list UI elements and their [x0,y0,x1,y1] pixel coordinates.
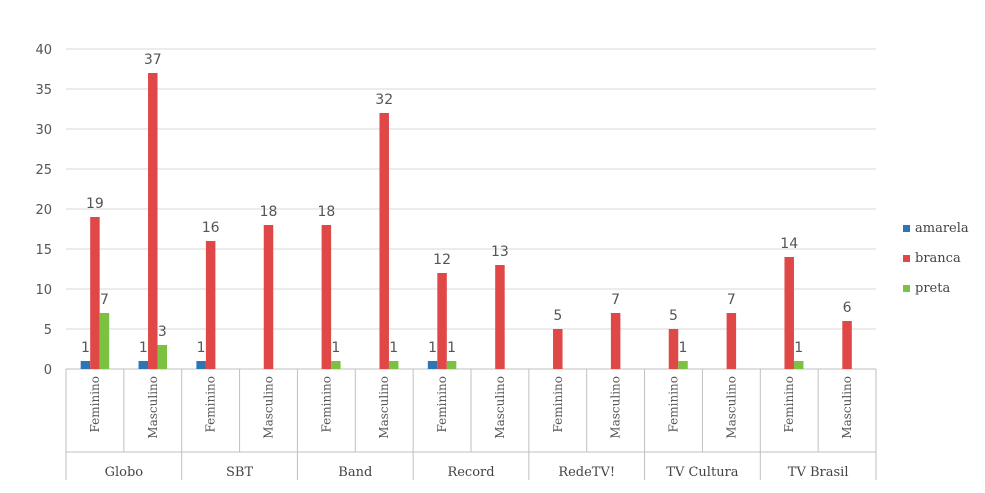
x-subcategory-label: Masculino [609,376,623,439]
data-label: 19 [86,196,104,212]
y-tick-label: 35 [35,83,52,98]
bar [138,361,149,369]
data-label: 37 [144,52,162,68]
data-label: 7 [611,292,620,308]
x-subcategory-label: Masculino [262,376,276,439]
x-subcategory-label: Feminino [88,376,102,433]
bar [610,313,621,369]
bar [90,217,100,369]
legend-swatch [903,225,910,232]
x-group-label: Record [447,465,494,480]
bar [427,361,438,369]
y-tick-label: 30 [35,123,52,138]
bar [331,361,341,369]
bar [842,321,852,369]
legend-label: amarela [915,221,969,236]
x-group-label: SBT [226,465,253,480]
x-subcategory-label: Masculino [377,376,391,439]
bar [446,361,457,369]
bar [678,361,688,369]
data-label: 1 [81,340,90,356]
y-tick-label: 5 [44,323,52,338]
data-label: 32 [375,92,393,108]
data-label: 7 [727,292,736,308]
gridlines [66,48,876,370]
y-tick-label: 0 [44,363,52,378]
legend-swatch [903,255,910,262]
x-group-label: RedeTV! [558,465,615,480]
bar [388,361,399,369]
data-label: 18 [317,204,335,220]
y-tick-label: 15 [35,243,52,258]
x-subcategory-label: Feminino [435,376,449,433]
y-tick-label: 25 [35,163,52,178]
data-label: 1 [679,340,688,356]
bars [80,73,852,369]
x-subcategory-label: Masculino [146,376,160,439]
bar [196,361,206,369]
x-group-label: TV Brasil [788,465,849,480]
data-label: 6 [843,300,852,316]
y-tick-label: 20 [35,203,52,218]
data-label: 3 [158,324,167,340]
x-subcategory-label: Feminino [319,376,333,433]
legend-label: preta [915,281,950,296]
x-group-label: Globo [105,465,144,480]
data-label: 1 [389,340,398,356]
bar [784,257,794,369]
data-label: 1 [331,340,340,356]
x-axis: Feminino Masculino Globo Feminino Masculino S… [65,369,877,480]
legend-label: branca [915,251,961,266]
x-subcategory-label: Masculino [724,376,738,439]
data-label: 1 [197,340,206,356]
data-label: 13 [491,244,509,260]
x-subcategory-label: Feminino [551,376,565,433]
legend: amarela branca preta [903,221,969,296]
bar [263,225,274,369]
bar [668,329,679,369]
data-label: 7 [100,292,109,308]
legend-swatch [903,285,910,292]
x-subcategory-label: Masculino [840,376,854,439]
bar [148,73,158,369]
y-tick-label: 10 [35,283,52,298]
x-subcategory-label: Feminino [667,376,681,433]
x-subcategory-label: Masculino [493,376,507,439]
bar [99,313,110,369]
bar [495,265,505,369]
bar [553,329,563,369]
bar [793,361,804,369]
data-label: 1 [428,340,437,356]
bar [379,113,389,369]
data-label: 14 [780,236,798,252]
data-label: 12 [433,252,451,268]
bar [726,313,737,369]
x-group-label: Band [338,465,372,480]
bar [321,225,332,369]
bar [80,361,91,369]
bar [205,241,216,369]
data-label: 1 [139,340,148,356]
data-label: 18 [260,204,278,220]
data-label: 1 [447,340,456,356]
x-group-label: TV Cultura [666,465,738,480]
data-label: 5 [669,308,678,324]
y-axis: 0 5 10 15 20 25 30 35 40 [35,43,52,378]
data-label: 16 [202,220,220,236]
x-subcategory-label: Feminino [782,376,796,433]
data-label: 1 [794,340,803,356]
y-tick-label: 40 [35,43,52,58]
data-label: 5 [553,308,562,324]
bar [157,345,168,369]
bar [437,273,447,369]
x-subcategory-label: Feminino [204,376,218,433]
